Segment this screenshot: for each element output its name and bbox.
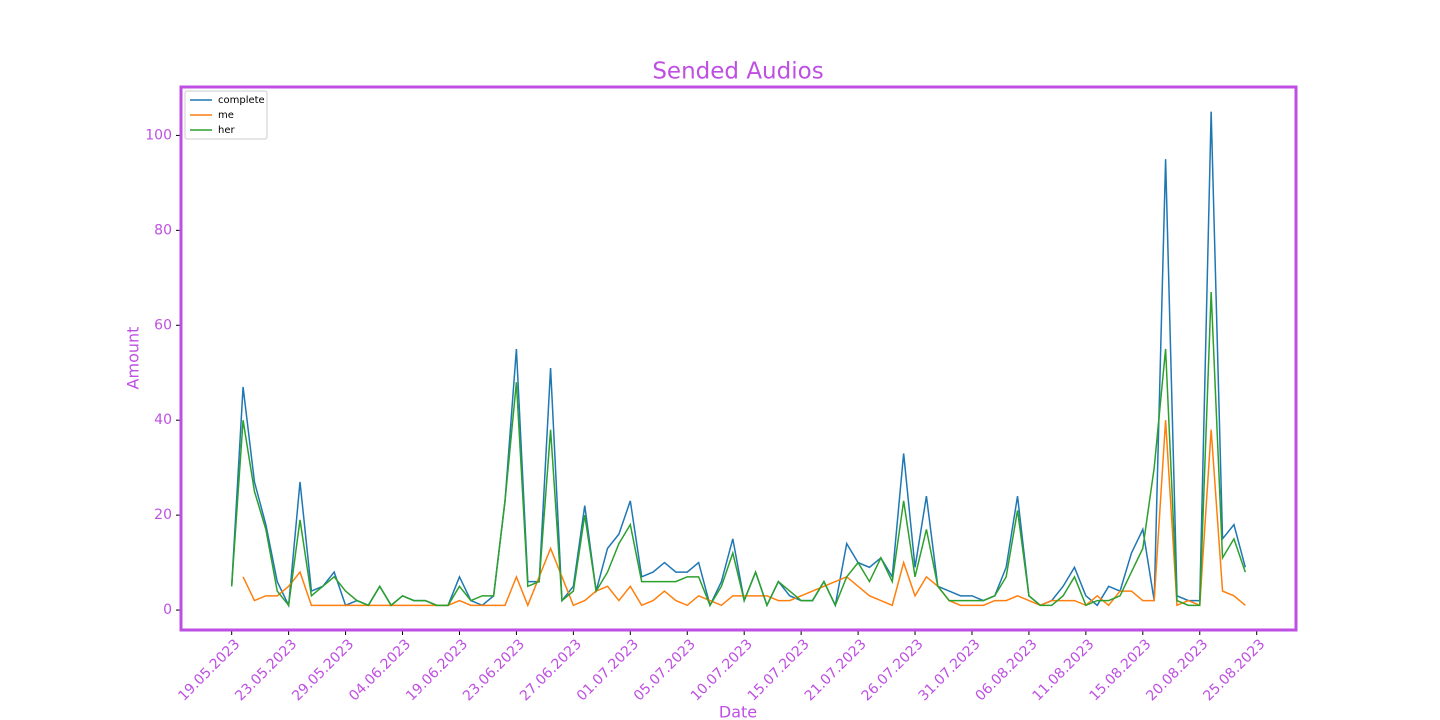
y-tick-label: 80: [154, 222, 172, 238]
legend-label: me: [218, 110, 234, 121]
legend-box: [184, 90, 268, 140]
legend-label: complete: [218, 95, 265, 106]
y-tick-label: 40: [154, 412, 172, 428]
y-axis-label: Amount: [124, 327, 143, 390]
y-tick-label: 20: [154, 507, 172, 523]
legend-label: her: [218, 125, 235, 136]
x-axis-label: Date: [719, 703, 757, 720]
plot-frame: [179, 85, 1298, 632]
legend: complete me her: [184, 90, 268, 140]
x-tick-label: 25.08.2023: [1200, 636, 1268, 704]
chart-title: Sended Audios: [652, 59, 823, 85]
series-line: [230, 111, 1247, 609]
series-line: [242, 420, 1246, 608]
y-tick-label: 0: [163, 602, 172, 618]
y-tick-label: 60: [154, 317, 172, 333]
y-tick-label: 100: [145, 127, 172, 143]
series-line: [230, 292, 1247, 608]
